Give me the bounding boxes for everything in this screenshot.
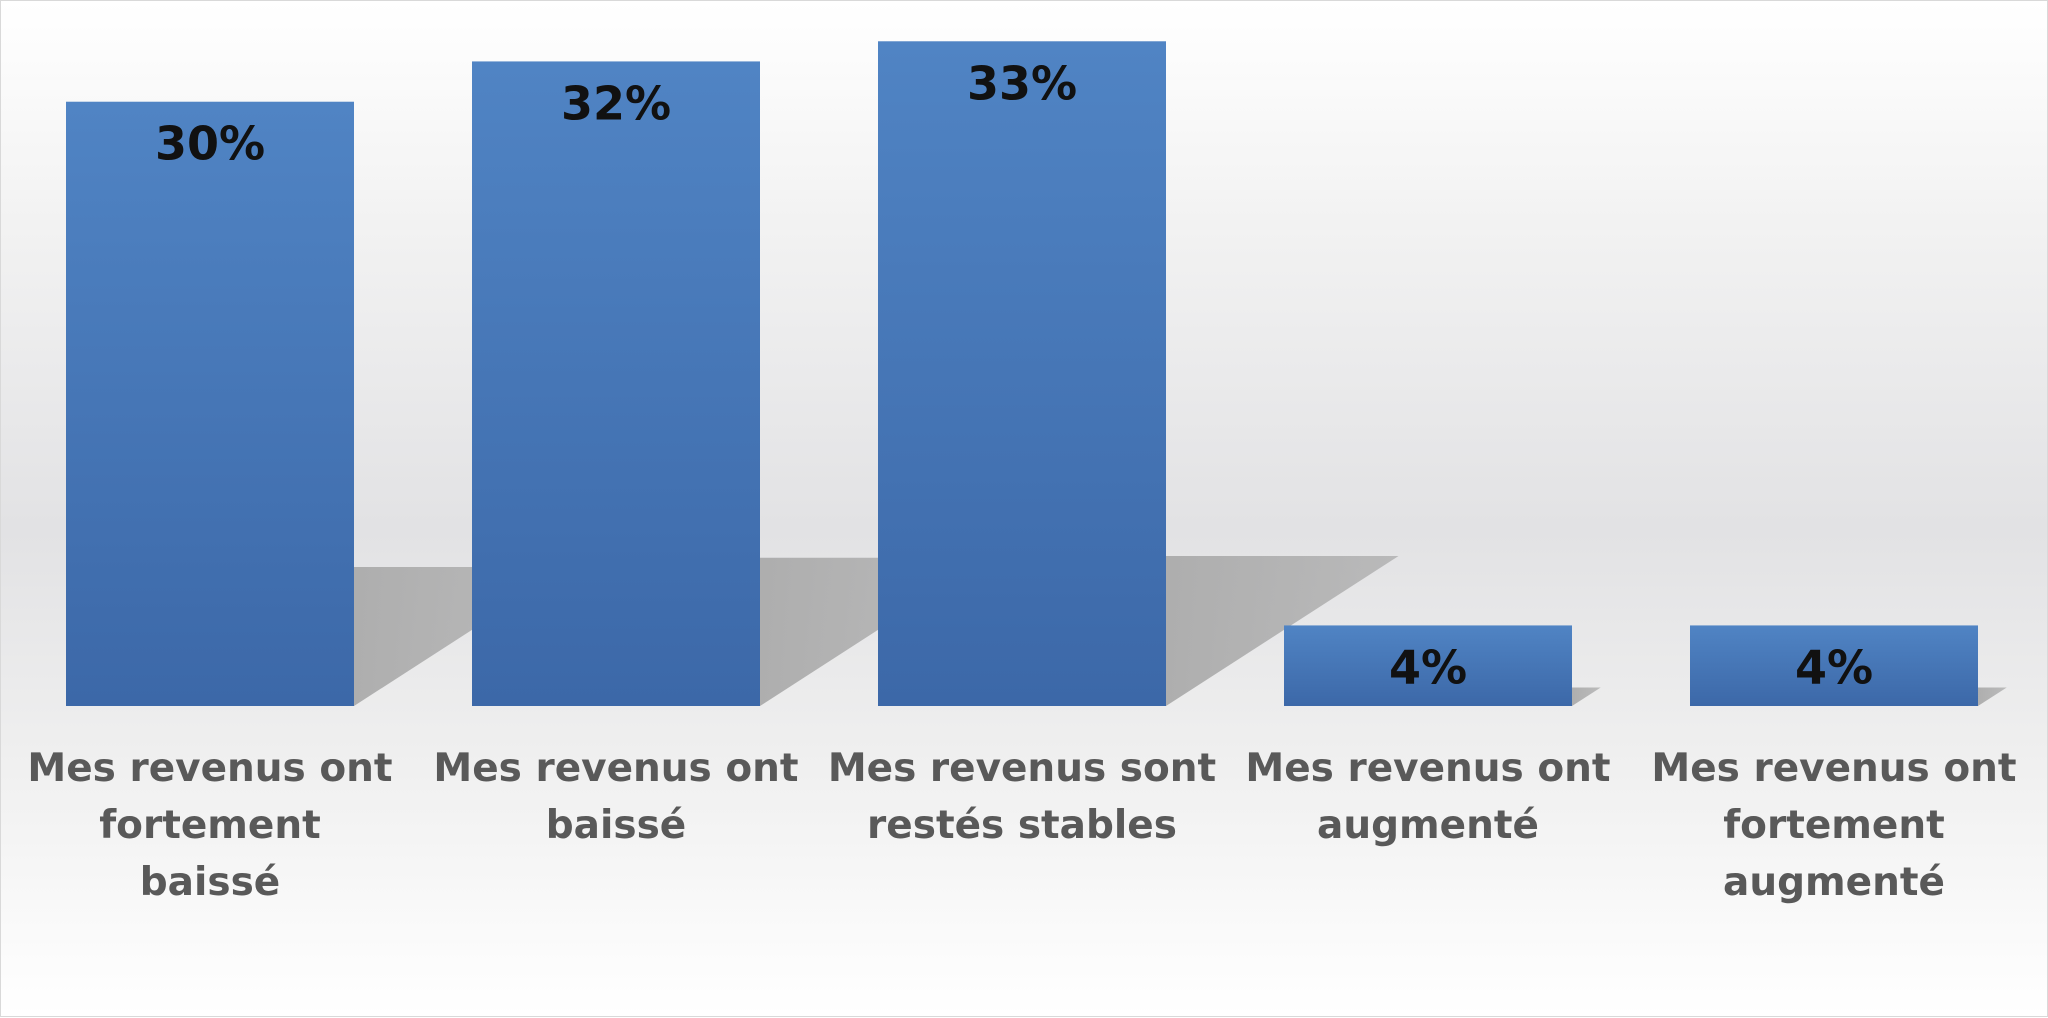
category-label-line: Mes revenus ont — [1651, 746, 2016, 791]
data-label: 33% — [967, 56, 1077, 110]
category-label: Mes revenus ont baissé — [433, 746, 798, 848]
bar-shadow — [354, 567, 570, 706]
bar-shadow — [1978, 687, 2007, 706]
category-label: Mes revenus ont augmenté — [1245, 746, 1610, 848]
bar — [1284, 625, 1572, 706]
value-labels: 30% 32% 33% 4% 4% — [155, 56, 1873, 694]
category-label-line: fortement — [1723, 803, 1945, 848]
bars — [66, 41, 1978, 707]
category-label-line: Mes revenus sont — [828, 746, 1216, 791]
category-label-line: Mes revenus ont — [27, 746, 392, 791]
bar-shadows — [354, 556, 2007, 706]
category-label-line: restés stables — [867, 803, 1177, 848]
category-label-line: augmenté — [1317, 803, 1539, 848]
bar — [472, 61, 760, 706]
bar — [878, 41, 1166, 707]
data-label: 30% — [155, 117, 265, 171]
category-label: Mes revenus sont restés stables — [828, 746, 1216, 848]
category-label-line: augmenté — [1723, 860, 1945, 905]
category-label-line: baissé — [546, 803, 686, 848]
bar — [66, 101, 354, 706]
bar-shadow — [760, 557, 990, 706]
category-label-line: baissé — [140, 860, 280, 905]
category-label-line: Mes revenus ont — [1245, 746, 1610, 791]
bar — [1690, 625, 1978, 706]
bar-shadow — [1166, 556, 1399, 706]
data-label: 4% — [1795, 640, 1873, 694]
category-label: Mes revenus ont fortement augmenté — [1651, 746, 2016, 905]
category-label-line: Mes revenus ont — [433, 746, 798, 791]
bar-shadow — [1572, 687, 1601, 706]
category-label-line: fortement — [99, 803, 321, 848]
data-label: 4% — [1389, 640, 1467, 694]
category-label: Mes revenus ont fortement baissé — [27, 746, 392, 905]
data-label: 32% — [561, 76, 671, 130]
